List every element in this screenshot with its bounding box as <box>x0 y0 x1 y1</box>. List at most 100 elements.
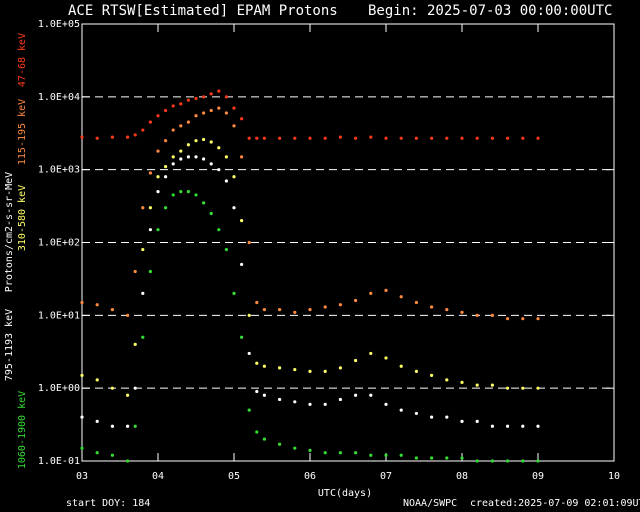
legend-label: 47-68 keV <box>17 33 28 87</box>
data-point <box>430 373 434 377</box>
y-tick-label: 1.0E+03 <box>38 165 80 176</box>
data-point <box>430 415 434 419</box>
data-point <box>506 424 510 428</box>
data-point <box>262 393 266 397</box>
data-point <box>126 135 130 139</box>
data-point <box>506 317 510 321</box>
data-point <box>95 451 99 455</box>
data-point <box>490 136 494 140</box>
data-point <box>80 373 84 377</box>
data-point <box>414 300 418 305</box>
data-point <box>278 366 282 370</box>
data-point <box>445 456 449 460</box>
data-point <box>194 155 198 159</box>
data-point <box>293 400 297 404</box>
data-point <box>194 193 198 197</box>
data-point <box>308 369 312 373</box>
data-point <box>110 386 114 390</box>
data-point <box>232 206 236 210</box>
data-point <box>536 459 540 463</box>
data-point <box>293 310 297 314</box>
data-point <box>262 136 266 140</box>
data-point <box>414 369 418 373</box>
data-point <box>133 386 137 390</box>
data-point <box>506 459 510 463</box>
data-point <box>95 136 99 140</box>
data-point <box>202 137 206 142</box>
data-point <box>308 307 312 312</box>
data-point <box>475 459 479 463</box>
data-point <box>384 402 388 406</box>
data-point <box>460 136 464 140</box>
data-point <box>323 305 327 309</box>
data-point <box>490 424 494 428</box>
data-point <box>80 415 84 419</box>
data-point <box>445 307 449 312</box>
data-point <box>224 111 228 115</box>
data-point <box>354 358 358 363</box>
data-point <box>179 157 183 161</box>
data-point <box>110 424 114 428</box>
data-point <box>80 300 84 305</box>
data-point <box>414 411 418 416</box>
data-point <box>164 108 168 113</box>
data-point <box>323 402 327 406</box>
data-point <box>399 408 403 412</box>
data-point <box>262 437 266 441</box>
data-point <box>232 175 236 179</box>
data-point <box>278 397 282 402</box>
data-point <box>338 135 342 139</box>
data-point <box>171 104 175 108</box>
data-point <box>399 136 403 140</box>
data-point <box>179 102 183 106</box>
legend-label: 1060-1900 keV <box>17 391 28 469</box>
y-tick-label: 1.0E+02 <box>38 238 80 249</box>
data-point <box>141 247 145 252</box>
data-point <box>202 95 206 99</box>
data-point <box>536 317 540 321</box>
data-point <box>240 335 244 339</box>
data-point <box>194 96 198 101</box>
data-point <box>95 378 99 382</box>
data-point <box>521 136 525 140</box>
data-point <box>217 106 221 110</box>
data-point <box>186 189 190 194</box>
x-tick-label: 08 <box>456 471 468 482</box>
data-point <box>369 393 373 397</box>
x-tick-label: 06 <box>304 471 316 482</box>
data-point <box>141 291 145 296</box>
data-point <box>156 189 160 194</box>
data-point <box>369 453 373 457</box>
data-point <box>171 162 175 166</box>
data-point <box>308 402 312 406</box>
data-point <box>232 291 236 296</box>
data-point <box>430 305 434 309</box>
data-point <box>224 247 228 252</box>
data-point <box>209 211 213 216</box>
footer-left: start DOY: 184 <box>66 498 150 509</box>
data-point <box>399 364 403 368</box>
data-point <box>430 456 434 460</box>
data-point <box>164 139 168 143</box>
data-point <box>323 136 327 140</box>
data-point <box>414 456 418 460</box>
legend-label: 115-195 keV <box>17 99 28 165</box>
data-point <box>209 108 213 113</box>
data-point <box>323 369 327 373</box>
data-point <box>262 307 266 312</box>
data-point <box>133 269 137 274</box>
data-point <box>506 136 510 140</box>
data-point <box>247 408 251 412</box>
data-point <box>384 453 388 457</box>
data-point <box>475 313 479 317</box>
chart-subtitle: Begin: 2025-07-03 00:00:00UTC <box>368 3 612 19</box>
data-point <box>148 120 152 124</box>
data-point <box>323 451 327 455</box>
data-point <box>217 228 221 232</box>
data-point <box>255 300 259 305</box>
data-point <box>110 135 114 139</box>
data-point <box>475 136 479 140</box>
data-point <box>262 364 266 368</box>
data-point <box>430 136 434 140</box>
